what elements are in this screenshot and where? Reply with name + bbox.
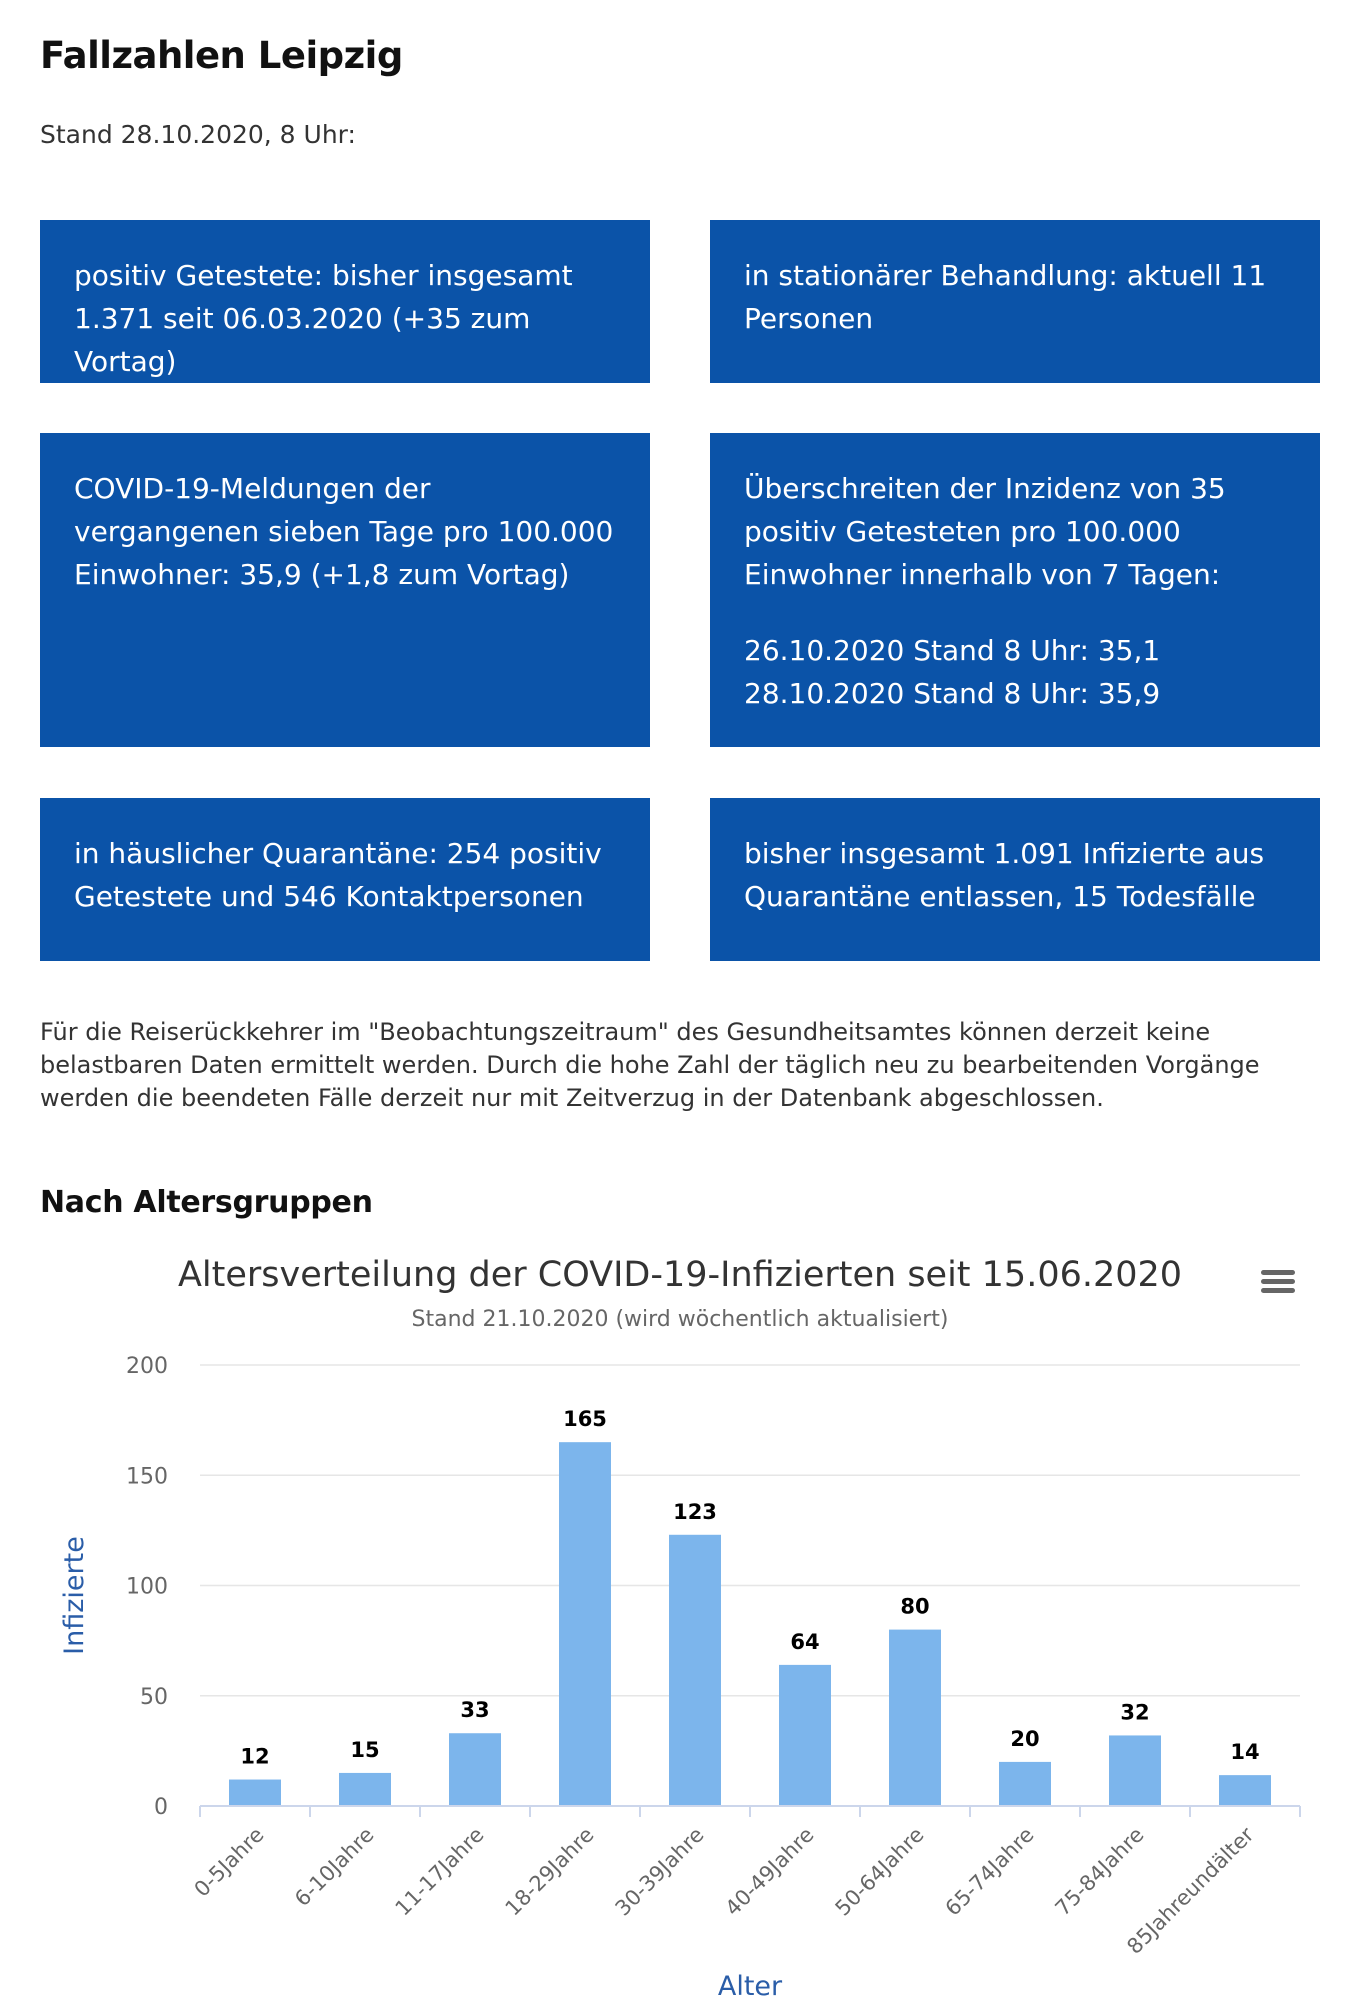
data-label: 14	[1230, 1740, 1259, 1764]
box-incidence-threshold: Überschreiten der Inzidenz von 35 positi…	[710, 433, 1320, 747]
bar[interactable]	[889, 1629, 941, 1806]
y-tick-label: 100	[126, 1575, 168, 1600]
data-label: 33	[460, 1698, 489, 1722]
travel-note: Für die Reiserückkehrer im "Beobachtungs…	[40, 1018, 1260, 1112]
hamburger-menu-icon[interactable]	[1255, 1262, 1299, 1302]
chart-subtitle: Stand 21.10.2020 (wird wöchentlich aktua…	[412, 1307, 949, 1332]
y-tick-label: 150	[126, 1464, 168, 1489]
y-tick-label: 200	[126, 1354, 168, 1379]
bar[interactable]	[1109, 1735, 1161, 1806]
box-text: in stationärer Behandlung: aktuell 11 Pe…	[744, 259, 1267, 335]
box-text: Überschreiten der Inzidenz von 35 positi…	[744, 472, 1226, 591]
bar[interactable]	[229, 1779, 281, 1806]
bar[interactable]	[999, 1761, 1051, 1806]
bar[interactable]	[1219, 1775, 1271, 1806]
data-label: 123	[673, 1500, 717, 1524]
chart-gridlines	[200, 1364, 1300, 1697]
bar[interactable]	[449, 1733, 501, 1806]
chart-data-labels: 12 15 33 165 123 64 80 20 32 14	[240, 1407, 1259, 1768]
age-distribution-chart: Altersverteilung der COVID-19-Infizierte…	[59, 1255, 1301, 2002]
x-tick-label: 0-5Jahre	[190, 1823, 269, 1902]
box-released-deaths: bisher insgesamt 1.091 Infizierte aus Qu…	[710, 798, 1320, 961]
chart-y-axis-title: Infizierte	[59, 1536, 90, 1655]
x-tick-label: 75-84Jahre	[1051, 1823, 1149, 1921]
chart-x-axis-title: Alter	[718, 1971, 783, 2002]
data-label: 80	[900, 1595, 929, 1619]
y-tick-label: 0	[154, 1795, 168, 1820]
x-tick-label: 6-10Jahre	[290, 1823, 378, 1911]
chart-x-tick-labels: 0-5Jahre 6-10Jahre 11-17Jahre 18-29Jahre 30-…	[190, 1822, 1259, 1958]
section-title: Nach Altersgruppen	[40, 1185, 373, 1220]
box-text-dates: 26.10.2020 Stand 8 Uhr: 35,1 28.10.2020 …	[744, 634, 1161, 710]
page-title: Fallzahlen Leipzig	[40, 34, 403, 77]
box-seven-day-incidence: COVID-19-Meldungen der vergangenen siebe…	[40, 433, 650, 747]
bar[interactable]	[559, 1442, 611, 1806]
bar[interactable]	[669, 1534, 721, 1806]
chart-y-tick-labels: 0 50 100 150 200	[126, 1354, 168, 1820]
data-label: 15	[350, 1738, 379, 1762]
data-label: 165	[563, 1407, 607, 1431]
x-tick-label: 40-49Jahre	[721, 1823, 819, 1921]
box-text: positiv Getestete: bisher insgesamt 1.37…	[74, 259, 573, 378]
x-tick-label: 50-64Jahre	[831, 1823, 929, 1921]
data-label: 12	[240, 1745, 269, 1769]
data-label: 32	[1120, 1700, 1149, 1724]
x-tick-label: 65-74Jahre	[941, 1823, 1039, 1921]
chart-bars	[229, 1442, 1271, 1806]
chart-title: Altersverteilung der COVID-19-Infizierte…	[178, 1255, 1182, 1295]
x-tick-label: 11-17Jahre	[391, 1823, 489, 1921]
bar[interactable]	[779, 1664, 831, 1806]
box-hospital: in stationärer Behandlung: aktuell 11 Pe…	[710, 220, 1320, 383]
box-text: in häuslicher Quarantäne: 254 positiv Ge…	[74, 837, 602, 913]
x-tick-label: 18-29Jahre	[501, 1823, 599, 1921]
box-text: bisher insgesamt 1.091 Infizierte aus Qu…	[744, 837, 1265, 913]
chart-x-axis	[199, 1805, 1301, 1817]
data-label: 64	[790, 1630, 819, 1654]
x-tick-label: 30-39Jahre	[611, 1823, 709, 1921]
data-label: 20	[1010, 1727, 1039, 1751]
box-quarantine: in häuslicher Quarantäne: 254 positiv Ge…	[40, 798, 650, 961]
box-positive-tested: positiv Getestete: bisher insgesamt 1.37…	[40, 220, 650, 383]
stand-date: Stand 28.10.2020, 8 Uhr:	[40, 120, 356, 149]
box-text: COVID-19-Meldungen der vergangenen siebe…	[74, 472, 614, 591]
bar[interactable]	[339, 1772, 391, 1806]
y-tick-label: 50	[140, 1685, 168, 1710]
